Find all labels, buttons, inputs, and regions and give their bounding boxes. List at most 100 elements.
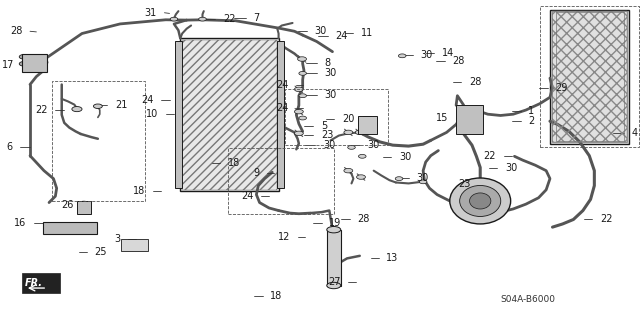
- Circle shape: [170, 17, 178, 21]
- Circle shape: [399, 54, 406, 58]
- Ellipse shape: [470, 193, 491, 209]
- Text: 8: 8: [324, 58, 330, 68]
- Circle shape: [355, 130, 364, 135]
- Text: 10: 10: [146, 109, 158, 119]
- Circle shape: [299, 71, 307, 75]
- Circle shape: [19, 62, 28, 66]
- Text: 30: 30: [323, 140, 335, 150]
- Text: 27: 27: [328, 277, 340, 287]
- Text: 30: 30: [399, 152, 412, 162]
- Text: 28: 28: [10, 26, 22, 36]
- Circle shape: [356, 175, 365, 179]
- Bar: [77, 201, 91, 214]
- Text: 22: 22: [484, 151, 496, 161]
- Ellipse shape: [327, 226, 340, 233]
- Text: 24: 24: [241, 191, 253, 201]
- Text: 14: 14: [442, 48, 454, 58]
- Text: 15: 15: [436, 113, 449, 123]
- Text: 3: 3: [114, 234, 120, 244]
- Circle shape: [19, 55, 28, 59]
- Bar: [285, 89, 388, 145]
- Bar: [180, 38, 278, 191]
- Text: 18: 18: [228, 158, 240, 168]
- Text: 30: 30: [420, 50, 433, 60]
- Bar: [556, 12, 623, 141]
- Text: 19: 19: [330, 218, 342, 228]
- Text: 24: 24: [335, 31, 348, 41]
- Text: 30: 30: [324, 90, 337, 100]
- Bar: [182, 40, 277, 190]
- Text: 18: 18: [133, 186, 145, 196]
- Bar: [552, 11, 627, 142]
- Text: 30: 30: [505, 163, 517, 174]
- Circle shape: [299, 94, 307, 98]
- Circle shape: [198, 17, 206, 21]
- Text: 23: 23: [458, 179, 470, 189]
- Circle shape: [93, 104, 102, 108]
- Text: 12: 12: [278, 232, 290, 242]
- Bar: [175, 41, 182, 188]
- Text: 30: 30: [367, 140, 380, 150]
- Text: FR.: FR.: [25, 278, 43, 288]
- Circle shape: [78, 201, 90, 207]
- Text: 13: 13: [387, 253, 399, 263]
- Circle shape: [361, 116, 374, 123]
- Text: 20: 20: [342, 114, 355, 124]
- Text: 26: 26: [61, 200, 73, 210]
- Text: 21: 21: [115, 100, 127, 110]
- Circle shape: [72, 107, 82, 112]
- Text: S04A-B6000: S04A-B6000: [500, 295, 556, 304]
- Bar: [228, 148, 334, 214]
- Text: 22: 22: [35, 105, 48, 115]
- Text: 22: 22: [600, 213, 612, 224]
- Text: 24: 24: [276, 80, 289, 91]
- Text: 9: 9: [253, 168, 260, 178]
- Ellipse shape: [327, 282, 340, 289]
- Text: 24: 24: [141, 94, 154, 105]
- Bar: [456, 105, 483, 134]
- Polygon shape: [22, 273, 60, 293]
- Circle shape: [344, 168, 353, 173]
- Bar: [552, 11, 627, 142]
- Bar: [22, 54, 47, 72]
- Text: 30: 30: [324, 68, 337, 78]
- Circle shape: [294, 87, 303, 92]
- Bar: [358, 116, 377, 134]
- Text: 28: 28: [357, 214, 369, 225]
- Text: 24: 24: [276, 103, 289, 113]
- Text: 6: 6: [6, 142, 12, 152]
- Bar: [550, 10, 629, 144]
- Text: 17: 17: [2, 60, 14, 70]
- Text: 18: 18: [270, 291, 283, 301]
- Text: 2: 2: [529, 115, 534, 126]
- Bar: [540, 6, 639, 147]
- Text: 25: 25: [95, 247, 107, 257]
- Text: 29: 29: [556, 83, 568, 93]
- Circle shape: [294, 131, 303, 136]
- Text: 4: 4: [632, 128, 638, 138]
- Text: 16: 16: [14, 218, 26, 228]
- Text: 11: 11: [361, 28, 373, 39]
- Ellipse shape: [450, 178, 511, 224]
- Text: 22: 22: [223, 13, 236, 24]
- Bar: [462, 194, 499, 208]
- Text: 5: 5: [321, 121, 327, 131]
- Text: 7: 7: [253, 12, 259, 23]
- Ellipse shape: [460, 185, 500, 217]
- Bar: [327, 230, 340, 286]
- Bar: [277, 41, 284, 188]
- Bar: [52, 81, 145, 201]
- Circle shape: [348, 145, 355, 149]
- Circle shape: [298, 57, 307, 61]
- Circle shape: [344, 130, 353, 135]
- Bar: [122, 239, 148, 251]
- Text: 23: 23: [321, 130, 333, 140]
- Circle shape: [358, 154, 366, 158]
- Circle shape: [396, 177, 403, 181]
- Text: 31: 31: [145, 8, 157, 18]
- Text: 28: 28: [469, 77, 481, 87]
- Text: 30: 30: [315, 26, 327, 36]
- Circle shape: [294, 109, 303, 114]
- Text: 30: 30: [416, 173, 428, 183]
- Text: 28: 28: [452, 56, 465, 66]
